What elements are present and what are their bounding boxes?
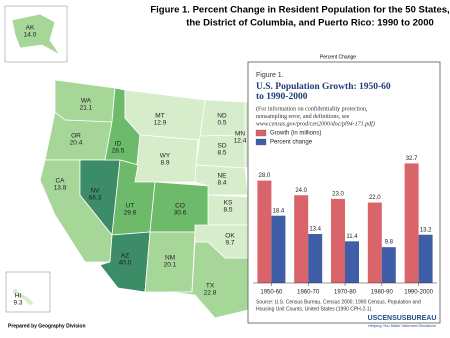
chart-title: U.S. Population Growth: 1950-60 <box>256 82 391 92</box>
bar <box>271 215 286 283</box>
legend-label: Growth (in millions) <box>270 131 321 137</box>
logo: USCENSUSBUREAU <box>368 315 437 322</box>
value-label: 9.8 <box>385 240 394 246</box>
state-value: 8.9 <box>160 160 169 167</box>
title-line: the District of Columbia, and Puerto Ric… <box>186 18 434 29</box>
state-abbr: CA <box>55 178 65 185</box>
state-value: 29.6 <box>124 210 137 217</box>
state-abbr: MT <box>155 113 164 120</box>
inset-chart: Figure 1. U.S. Population Growth: 1950-60… <box>253 72 437 312</box>
state-value: 66.3 <box>89 195 102 202</box>
tagline: Helping You Make Informed Decisions <box>368 323 436 328</box>
bar <box>331 198 345 283</box>
bar <box>257 180 272 283</box>
state-abbr: AZ <box>121 253 129 260</box>
state-abbr: ND <box>217 113 227 120</box>
state-value: 13.8 <box>54 185 67 192</box>
legend-label: Percent change <box>270 140 313 146</box>
state-abbr: MN <box>235 131 245 138</box>
state-abbr: AK <box>26 25 35 32</box>
state-shape <box>169 241 251 319</box>
chart-title: to 1990-2000 <box>256 92 308 102</box>
state-abbr: UT <box>126 203 135 210</box>
bar <box>381 247 396 283</box>
value-label: 11.4 <box>346 234 358 240</box>
bar <box>308 233 323 283</box>
x-tick-label: 1980-90 <box>371 290 394 296</box>
state-value: 22.8 <box>204 290 217 297</box>
chart-label: Figure 1. <box>256 72 284 79</box>
state-abbr: SD <box>217 143 226 150</box>
state-abbr: KS <box>224 200 233 207</box>
state-shape <box>11 13 61 56</box>
state-abbr: WA <box>81 98 92 105</box>
state-abbr: NE <box>217 173 227 180</box>
value-label: 13.2 <box>420 227 432 233</box>
state-value: 0.5 <box>217 120 226 127</box>
state-abbr: HI <box>15 293 22 300</box>
state-value: 28.5 <box>112 148 125 155</box>
chart-subtitle: (For information on confidentiality prot… <box>256 105 368 112</box>
state-abbr: CO <box>175 203 185 210</box>
value-label: 24.0 <box>295 188 307 194</box>
value-label: 13.4 <box>309 227 321 233</box>
state-value: 20.1 <box>164 262 177 269</box>
prepared-by: Prepared by Geography Division <box>8 323 86 329</box>
bar <box>294 195 309 283</box>
bar <box>367 202 382 283</box>
value-label: 32.7 <box>406 156 418 162</box>
state-abbr: NM <box>165 255 175 262</box>
state-abbr: WY <box>160 153 171 160</box>
state-value: 9.7 <box>225 240 234 247</box>
chart-subtitle: www.census.gov/prod/cen2000/doc/pl94-171… <box>256 120 375 127</box>
state-value: 9.3 <box>13 300 22 307</box>
value-label: 22.0 <box>369 195 381 201</box>
state-shape <box>11 287 35 307</box>
state-abbr: OR <box>71 133 81 140</box>
state-abbr: OK <box>225 233 235 240</box>
bar <box>418 234 433 283</box>
legend-swatch <box>255 129 267 137</box>
state-value: 20.4 <box>70 140 83 147</box>
state-abbr: TX <box>206 283 215 290</box>
bar <box>404 163 419 283</box>
chart-subtitle: nonsampling error, and definitions, see <box>256 113 350 120</box>
value-label: 23.0 <box>332 191 344 197</box>
title-line: Figure 1. Percent Change in Resident Pop… <box>150 5 449 16</box>
inset-header: Percent Change <box>320 54 356 60</box>
state-value: 12.4 <box>234 138 247 145</box>
x-tick-label: 1950-60 <box>260 290 283 296</box>
state-abbr: ID <box>115 141 122 148</box>
state-value: 8.5 <box>223 207 232 214</box>
state-value: 21.1 <box>80 105 93 112</box>
legend-swatch <box>255 138 267 146</box>
state-value: 40.0 <box>119 260 132 267</box>
x-tick-label: 1960-70 <box>297 290 320 296</box>
value-label: 18.4 <box>273 208 285 214</box>
state-value: 14.0 <box>24 32 37 39</box>
bar <box>345 241 359 283</box>
source-note: Housing Unit Counts, United States (1990… <box>256 306 373 312</box>
source-note: Source: U.S. Census Bureau, Census 2000;… <box>256 299 421 305</box>
state-value: 12.9 <box>154 120 167 127</box>
state-abbr: NV <box>90 188 100 195</box>
x-tick-label: 1970-80 <box>334 290 357 296</box>
state-value: 30.6 <box>174 210 187 217</box>
x-tick-label: 1990-2000 <box>404 290 433 296</box>
state-value: 8.5 <box>217 150 226 157</box>
value-label: 28.0 <box>259 173 271 179</box>
state-value: 8.4 <box>217 180 226 187</box>
